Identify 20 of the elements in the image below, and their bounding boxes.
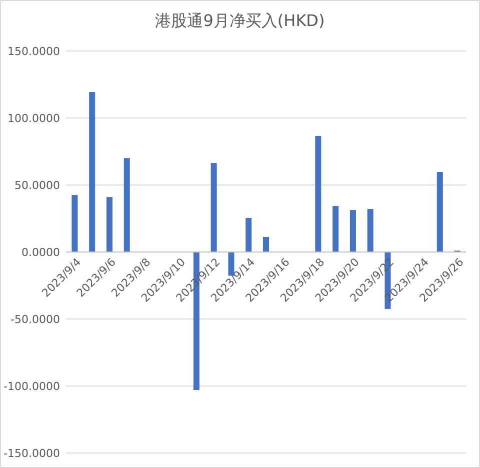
- bar: [72, 195, 78, 252]
- bar: [332, 206, 339, 252]
- bar: [246, 218, 252, 252]
- bar: [350, 210, 356, 252]
- bar: [315, 136, 322, 252]
- y-tick-label: 0.0000: [22, 246, 60, 259]
- y-tick-label: 150.0000: [8, 44, 60, 58]
- y-tick-label: -150.0000: [4, 446, 60, 460]
- y-tick-label: -50.0000: [10, 312, 60, 326]
- bar: [106, 197, 112, 252]
- bar: [210, 163, 217, 252]
- y-tick-label: 100.0000: [8, 112, 60, 125]
- bar: [124, 158, 130, 252]
- bar: [436, 172, 443, 252]
- chart-title: 港股通9月净买入(HKD): [155, 11, 325, 30]
- y-tick-label: 50.0000: [14, 178, 60, 192]
- bar: [263, 236, 269, 252]
- y-tick-label: -100.0000: [4, 380, 60, 393]
- bar: [89, 92, 96, 252]
- bar: [367, 208, 374, 252]
